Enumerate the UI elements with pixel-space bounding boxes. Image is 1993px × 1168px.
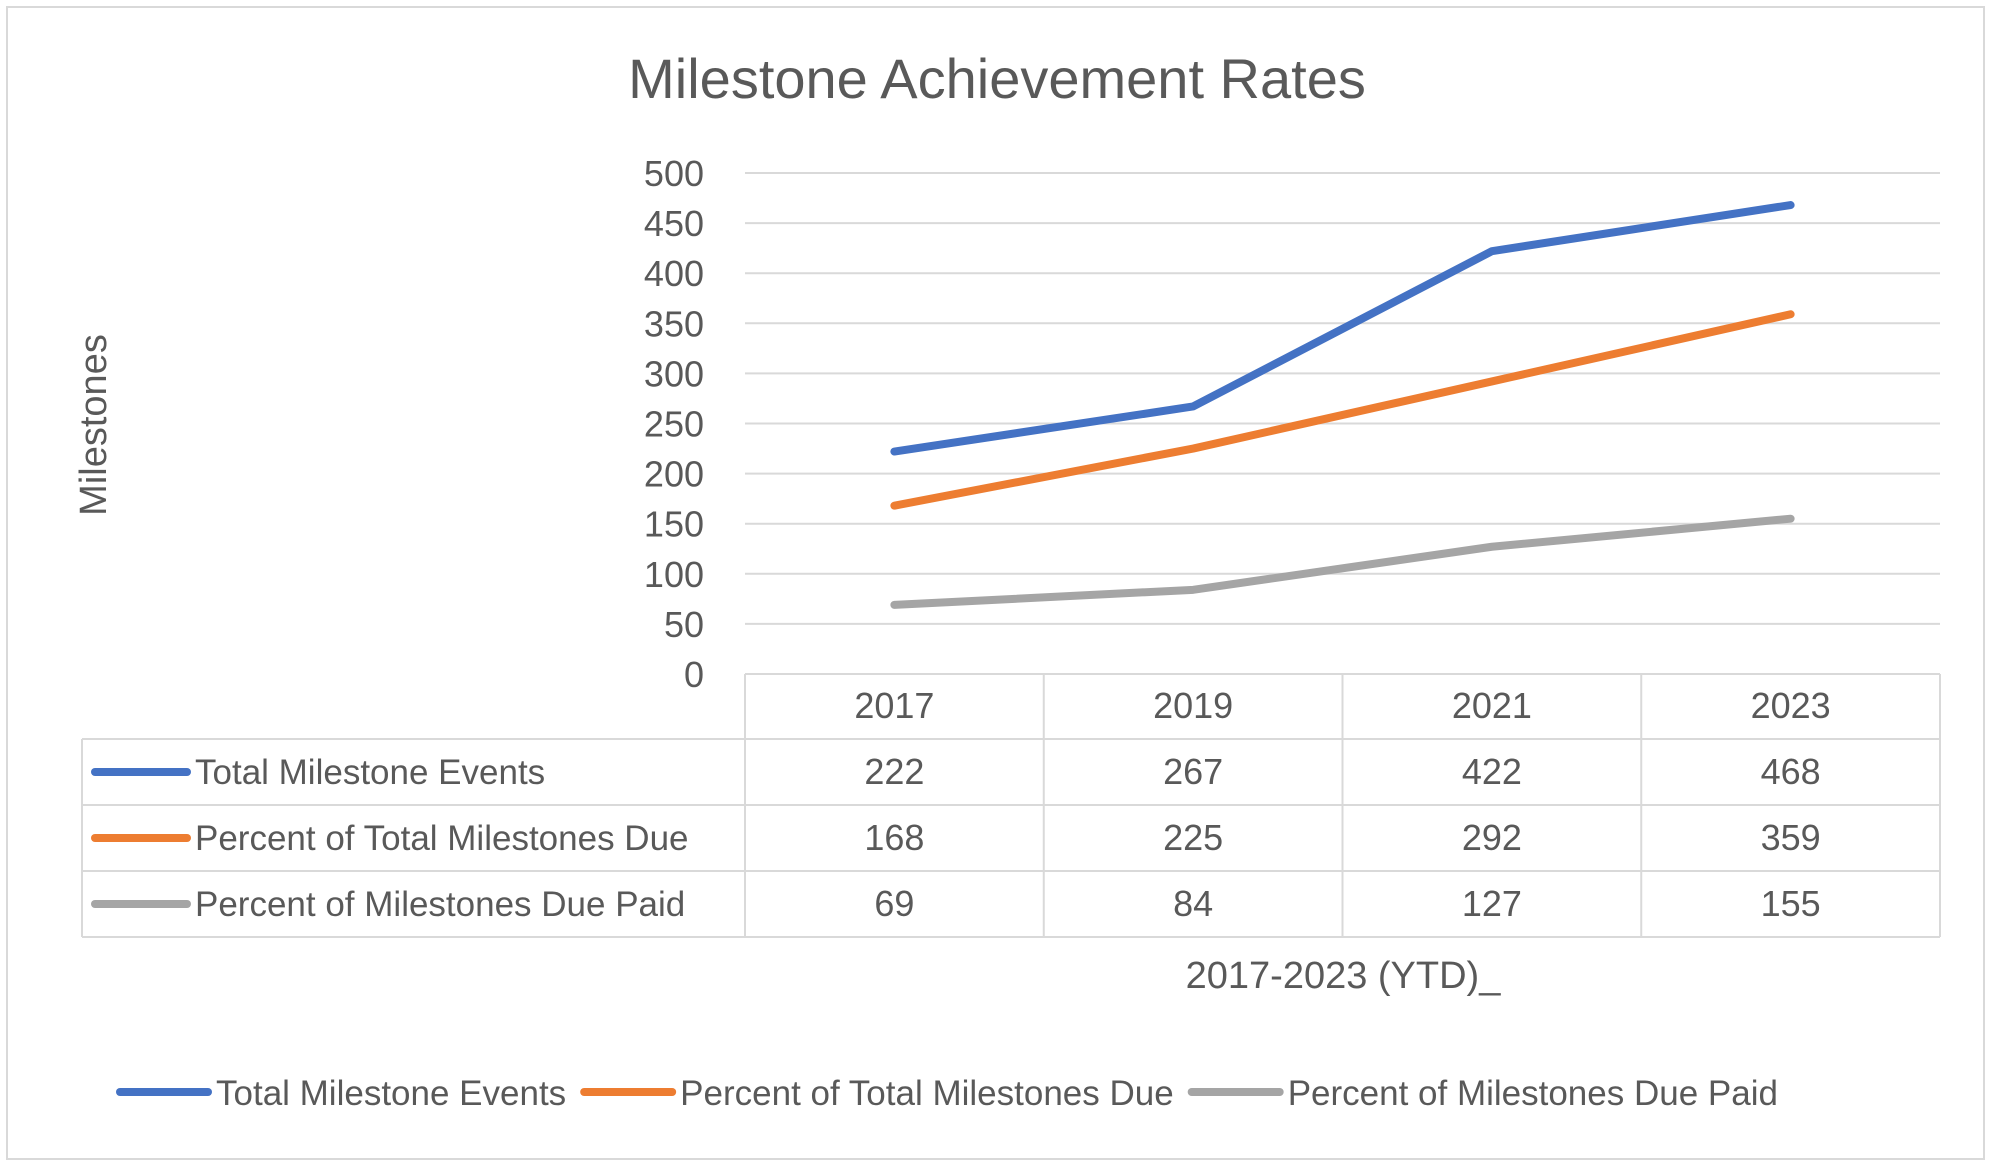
legend-label-percent-of-total-milestones-due: Percent of Total Milestones Due <box>680 1074 1174 1113</box>
x-tick-label-2021: 2021 <box>1452 685 1532 726</box>
table-cell-percent-of-milestones-due-paid-2021: 127 <box>1462 883 1522 924</box>
series-line-percent-of-total-milestones-due <box>890 310 1795 510</box>
data-table: 2017 2019 2021 2023 Total Milestone Events 22… <box>81 673 1941 938</box>
table-cell-total-milestone-events-2021: 422 <box>1462 751 1522 792</box>
y-tick-label-0: 0 <box>684 654 704 695</box>
table-cell-percent-of-total-milestones-due-2019: 225 <box>1163 817 1223 858</box>
table-cell-total-milestone-events-2023: 468 <box>1761 751 1821 792</box>
y-axis-ticks: 0 50 100 150 200 250 300 350 400 450 500 <box>644 153 704 695</box>
legend-label-total-milestone-events: Total Milestone Events <box>216 1074 566 1113</box>
table-series-label-total-milestone-events: Total Milestone Events <box>195 753 545 792</box>
y-tick-label-400: 400 <box>644 253 704 294</box>
chart-frame <box>6 6 1985 1160</box>
legend: Total Milestone Events Percent of Total M… <box>116 1074 1778 1113</box>
table-series-label-percent-of-total-milestones-due: Percent of Total Milestones Due <box>195 819 689 858</box>
table-series-label-percent-of-milestones-due-paid: Percent of Milestones Due Paid <box>195 885 685 924</box>
y-tick-label-500: 500 <box>644 153 704 194</box>
y-tick-label-150: 150 <box>644 504 704 545</box>
table-cell-percent-of-total-milestones-due-2017: 168 <box>864 817 924 858</box>
y-tick-label-450: 450 <box>644 203 704 244</box>
series-lines <box>890 201 1795 609</box>
y-axis-title: Milestones <box>73 334 115 516</box>
x-tick-label-2019: 2019 <box>1153 685 1233 726</box>
table-cell-percent-of-total-milestones-due-2023: 359 <box>1761 817 1821 858</box>
legend-label-percent-of-milestones-due-paid: Percent of Milestones Due Paid <box>1288 1074 1778 1113</box>
table-cell-percent-of-milestones-due-paid-2023: 155 <box>1761 883 1821 924</box>
table-cell-percent-of-milestones-due-paid-2017: 69 <box>874 883 914 924</box>
y-tick-label-50: 50 <box>664 604 704 645</box>
y-tick-label-300: 300 <box>644 353 704 394</box>
table-cell-total-milestone-events-2017: 222 <box>864 751 924 792</box>
y-tick-label-350: 350 <box>644 303 704 344</box>
y-tick-label-200: 200 <box>644 454 704 495</box>
x-tick-label-2017: 2017 <box>854 685 934 726</box>
table-cell-percent-of-milestones-due-paid-2019: 84 <box>1173 883 1213 924</box>
series-line-percent-of-milestones-due-paid <box>890 514 1795 609</box>
y-tick-label-250: 250 <box>644 404 704 445</box>
chart-title: Milestone Achievement Rates <box>628 47 1366 110</box>
y-tick-label-100: 100 <box>644 554 704 595</box>
gridlines <box>745 172 1940 625</box>
x-tick-label-2023: 2023 <box>1751 685 1831 726</box>
table-cell-percent-of-total-milestones-due-2021: 292 <box>1462 817 1522 858</box>
x-axis-title: 2017-2023 (YTD)_ <box>1186 955 1502 997</box>
table-cell-total-milestone-events-2019: 267 <box>1163 751 1223 792</box>
series-line-total-milestone-events <box>890 201 1795 456</box>
